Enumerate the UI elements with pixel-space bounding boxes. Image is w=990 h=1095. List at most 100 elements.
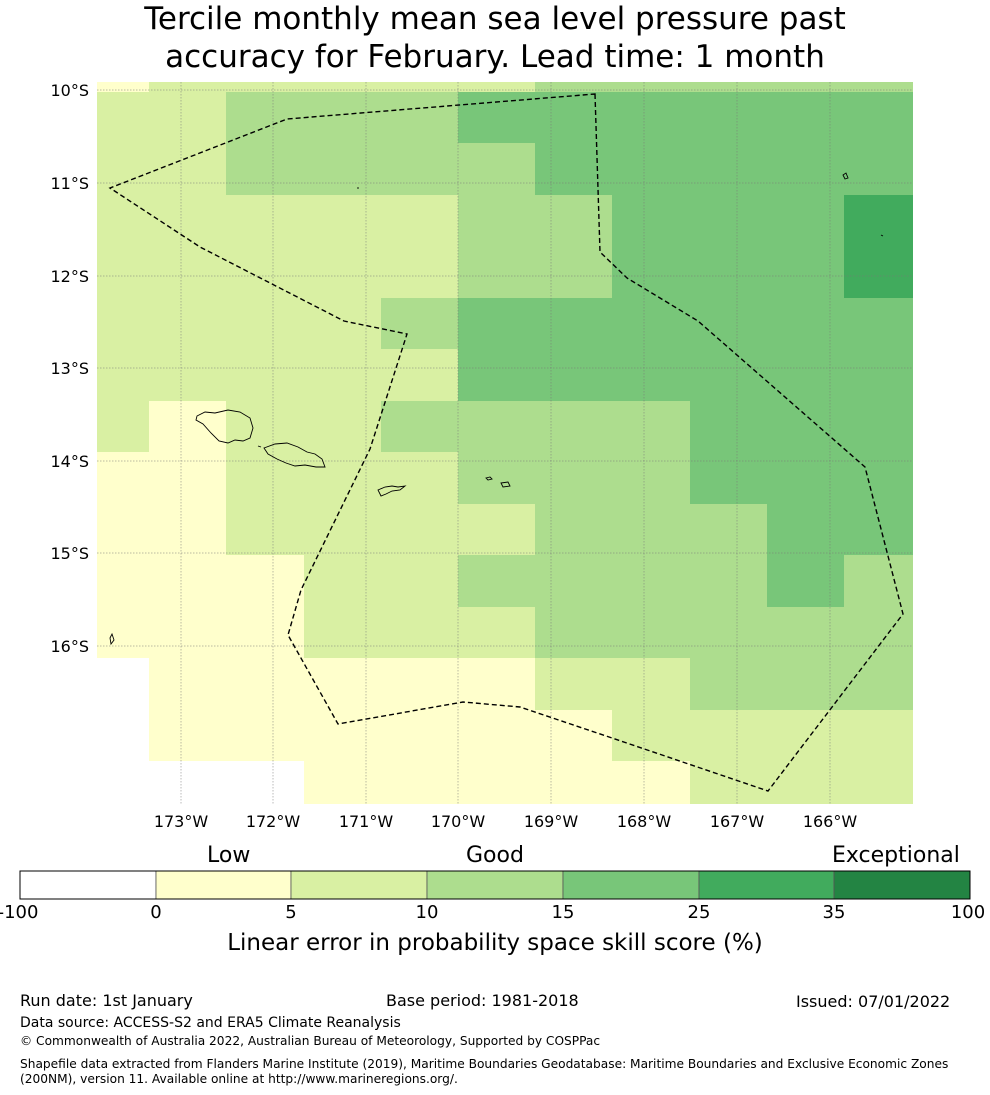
grid-cell — [458, 401, 535, 452]
grid-cell — [844, 143, 913, 195]
grid-cell — [458, 195, 535, 246]
grid-cell — [690, 710, 767, 761]
grid-cell — [97, 401, 149, 452]
grid-cell — [690, 92, 767, 143]
grid-cell — [535, 452, 612, 504]
graticule — [97, 82, 913, 804]
grid-cell — [458, 143, 535, 195]
grid-cell — [844, 82, 913, 92]
grid-cell — [844, 555, 913, 607]
island-tau — [500, 481, 511, 488]
grid-cell — [535, 761, 612, 804]
island-ofu-olosega — [485, 476, 493, 481]
grid-cell — [767, 143, 844, 195]
grid-cell — [612, 246, 690, 298]
skill-grid — [97, 82, 913, 804]
grid-cell — [97, 143, 149, 195]
grid-cell — [458, 607, 535, 658]
grid-cell — [844, 607, 913, 658]
lon-label: 172°W — [246, 812, 301, 831]
grid-cell — [304, 658, 381, 710]
island-savaii — [195, 409, 254, 444]
grid-cell — [381, 504, 458, 555]
lat-label: 10°S — [50, 81, 89, 100]
colorbar — [19, 870, 971, 900]
grid-cell — [767, 555, 844, 607]
grid-cell — [97, 452, 149, 504]
shapefile-credit-2: (200NM), version 11. Available online at… — [20, 1072, 458, 1086]
grid-cell — [381, 710, 458, 761]
lat-label: 15°S — [50, 544, 89, 563]
colorbar-tick-label: -100 — [0, 902, 39, 923]
grid-cell — [690, 452, 767, 504]
island-tokelau-east — [842, 172, 849, 180]
grid-cell — [767, 195, 844, 246]
grid-cell — [97, 710, 149, 761]
grid-cell — [844, 710, 913, 761]
grid-cell — [844, 658, 913, 710]
grid-cell — [844, 349, 913, 401]
grid-cell — [97, 607, 149, 658]
grid-cell — [535, 246, 612, 298]
grid-cell — [149, 607, 226, 658]
grid-cell — [690, 349, 767, 401]
grid-cell — [612, 143, 690, 195]
grid-cell — [97, 298, 149, 349]
grid-cell — [97, 92, 149, 143]
grid-cell — [97, 504, 149, 555]
base-period: Base period: 1981-2018 — [386, 991, 579, 1010]
grid-cell — [381, 607, 458, 658]
grid-cell — [381, 298, 458, 349]
grid-cell — [690, 401, 767, 452]
run-date: Run date: 1st January — [20, 991, 193, 1010]
grid-cell — [304, 143, 381, 195]
grid-cell — [690, 246, 767, 298]
grid-cell — [381, 401, 458, 452]
colorbar-title: Linear error in probability space skill … — [227, 930, 763, 956]
grid-cell — [767, 298, 844, 349]
colorbar-outline — [19, 870, 971, 900]
grid-cell — [612, 195, 690, 246]
grid-cell — [226, 92, 304, 143]
grid-cell — [226, 349, 304, 401]
category-exceptional: Exceptional — [832, 843, 960, 868]
grid-cell — [226, 761, 304, 804]
colorbar-swatch — [562, 870, 700, 900]
grid-cell — [304, 92, 381, 143]
grid-cell — [226, 555, 304, 607]
grid-cell — [149, 761, 226, 804]
grid-cell — [458, 710, 535, 761]
grid-cell — [381, 92, 458, 143]
grid-cell — [458, 246, 535, 298]
grid-cell — [381, 555, 458, 607]
colorbar-tick-label: 15 — [551, 902, 575, 923]
grid-cell — [304, 401, 381, 452]
latitude-labels: 10°S 11°S 12°S 13°S 14°S 15°S 16°S — [50, 81, 89, 656]
grid-cell — [767, 452, 844, 504]
grid-cell — [304, 504, 381, 555]
lat-label: 11°S — [50, 174, 89, 193]
grid-cell — [612, 92, 690, 143]
grid-cell — [97, 82, 149, 92]
grid-cell — [690, 658, 767, 710]
grid-cell — [226, 82, 304, 92]
colorbar-swatch — [155, 870, 292, 900]
grid-cell — [226, 710, 304, 761]
lat-label: 16°S — [50, 637, 89, 656]
grid-cell — [767, 710, 844, 761]
grid-cell — [844, 452, 913, 504]
island-manono — [257, 445, 262, 448]
grid-cell — [97, 555, 149, 607]
grid-cell — [304, 246, 381, 298]
grid-cell — [304, 195, 381, 246]
grid-cell — [381, 452, 458, 504]
grid-cell — [226, 452, 304, 504]
colorbar-tick-label: 0 — [150, 902, 162, 923]
grid-cell — [690, 555, 767, 607]
grid-cell — [535, 349, 612, 401]
grid-cell — [381, 658, 458, 710]
lon-label: 168°W — [617, 812, 672, 831]
grid-cell — [381, 82, 458, 92]
grid-cell — [844, 504, 913, 555]
copyright: © Commonwealth of Australia 2022, Austra… — [20, 1034, 601, 1048]
